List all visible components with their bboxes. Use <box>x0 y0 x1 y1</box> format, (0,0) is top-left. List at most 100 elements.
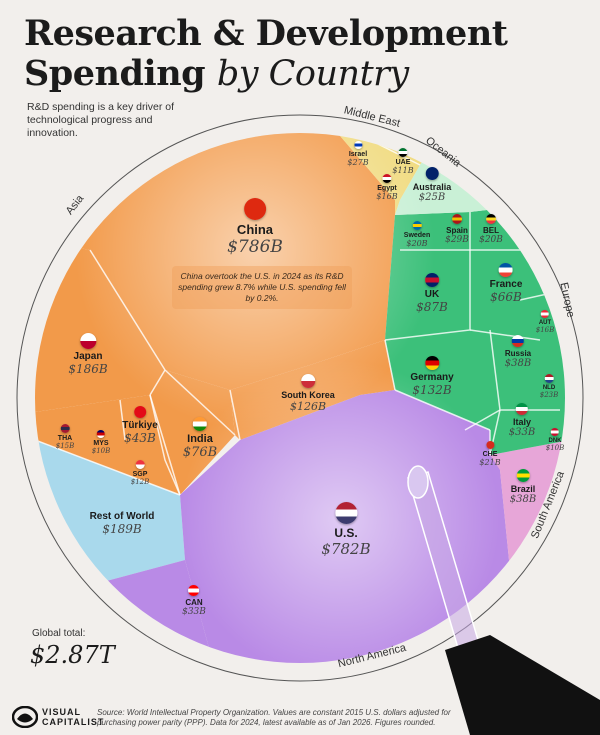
country-label-dnk: DNK $10B <box>546 428 564 452</box>
cell-border <box>229 389 241 441</box>
south-korea-flag-icon <box>300 374 315 388</box>
country-label-sweden: Sweden $20B <box>404 221 430 248</box>
country-name: Israel <box>348 151 368 158</box>
che-flag-icon <box>486 441 494 449</box>
country-value: $20B <box>406 239 428 248</box>
country-name: UK <box>424 289 440 300</box>
country-value: $126B <box>289 400 327 413</box>
country-value: $27B <box>347 158 369 167</box>
global-total-label: Global total: <box>32 628 86 639</box>
country-label-italy: Italy $33B <box>509 403 535 438</box>
country-name: France <box>489 279 523 290</box>
country-label-rest-of-world: Rest of World $189B <box>90 511 155 536</box>
country-label-spain: Spain $29B <box>445 214 469 245</box>
nld-flag-icon <box>544 374 554 383</box>
country-label-bel: BEL $20B <box>479 214 503 245</box>
country-name: AUT <box>538 320 552 326</box>
country-label-t-rkiye: Türkiye $43B <box>122 406 158 445</box>
country-name: Japan <box>73 351 103 362</box>
dnk-flag-icon <box>550 428 559 436</box>
country-name: CAN <box>185 598 203 607</box>
country-value: $23B <box>539 391 559 399</box>
country-value: $186B <box>68 362 108 376</box>
country-value: $782B <box>321 540 371 558</box>
page-title: Research & Development Spending by Count… <box>24 13 508 95</box>
country-name: India <box>187 433 213 445</box>
country-name: SGP <box>132 471 148 478</box>
t-rkiye-flag-icon <box>133 406 146 418</box>
country-label-china: China $786B <box>227 198 283 257</box>
sgp-flag-icon <box>135 460 145 469</box>
country-value: $15B <box>55 442 75 450</box>
country-value: $66B <box>490 290 522 304</box>
country-value: $12B <box>130 478 150 486</box>
country-value: $16B <box>376 192 398 201</box>
israel-flag-icon <box>354 141 362 149</box>
logo-line-1: VISUAL <box>42 707 82 717</box>
mys-flag-icon <box>96 430 105 438</box>
cell-border <box>149 369 166 396</box>
cell-border <box>119 399 126 441</box>
country-label-uae: UAE $11B <box>392 148 414 175</box>
cell-border <box>464 409 501 431</box>
russia-flag-icon <box>512 335 524 347</box>
country-value: $43B <box>124 431 156 445</box>
title-italic: by Country <box>216 54 409 94</box>
country-name: Sweden <box>403 232 431 239</box>
country-label-mys: MYS $10B <box>92 430 110 455</box>
india-flag-icon <box>193 417 207 431</box>
country-label-france: France $66B <box>489 263 523 304</box>
country-name: Brazil <box>510 484 536 494</box>
title-line-1: Research & Development <box>24 13 508 54</box>
tha-flag-icon <box>60 424 70 433</box>
cell-border <box>149 394 181 496</box>
country-label-u-s: U.S. $782B <box>321 502 371 558</box>
country-label-egypt: Egypt $16B <box>376 174 398 201</box>
country-value: $786B <box>227 237 283 257</box>
cell-border <box>89 249 166 371</box>
country-label-india: India $76B <box>183 417 217 460</box>
country-name: MYS <box>93 440 109 447</box>
country-name: CHE <box>482 451 498 458</box>
country-name: Rest of World <box>89 511 155 522</box>
country-name: Egypt <box>377 185 397 192</box>
cell-border <box>164 369 236 436</box>
country-value: $20B <box>479 235 503 245</box>
title-bold: Spending <box>24 53 206 94</box>
title-line-2: Spending by Country <box>24 53 507 95</box>
country-value: $33B <box>182 607 206 617</box>
country-name: Spain <box>446 226 468 235</box>
country-label-germany: Germany $132B <box>410 356 454 397</box>
country-value: $29B <box>445 235 469 245</box>
country-value: $16B <box>535 326 555 334</box>
country-name: Russia <box>504 349 532 358</box>
australia-flag-icon <box>425 167 439 180</box>
outer-ring <box>16 114 584 682</box>
country-name: BEL <box>482 226 499 235</box>
can-flag-icon <box>188 585 200 596</box>
germany-flag-icon <box>424 356 439 370</box>
france-flag-icon <box>498 263 513 277</box>
country-name: Türkiye <box>122 420 158 431</box>
country-name: DNK <box>548 438 562 444</box>
bel-flag-icon <box>485 214 496 224</box>
country-label-south-korea: South Korea $126B <box>281 374 335 413</box>
cell-border <box>149 394 181 496</box>
u-s-flag-icon <box>334 502 357 524</box>
country-value: $38B <box>504 358 532 369</box>
visual-capitalist-logo: VISUAL CAPITALIST <box>12 706 104 728</box>
country-name: Germany <box>410 372 454 383</box>
source-note: Source: World Intellectual Property Orga… <box>97 708 451 727</box>
cell-border <box>384 339 396 391</box>
country-label-aut: AUT $16B <box>535 310 555 334</box>
country-value: $76B <box>182 445 218 460</box>
aut-flag-icon <box>540 310 549 318</box>
country-name: U.S. <box>334 526 358 540</box>
country-value: $21B <box>479 458 501 467</box>
country-label-can: CAN $33B <box>182 585 206 617</box>
country-name: THA <box>57 435 73 442</box>
uk-flag-icon <box>424 273 439 287</box>
country-value: $87B <box>416 300 448 314</box>
china-annotation: China overtook the U.S. in 2024 as its R… <box>172 266 352 309</box>
